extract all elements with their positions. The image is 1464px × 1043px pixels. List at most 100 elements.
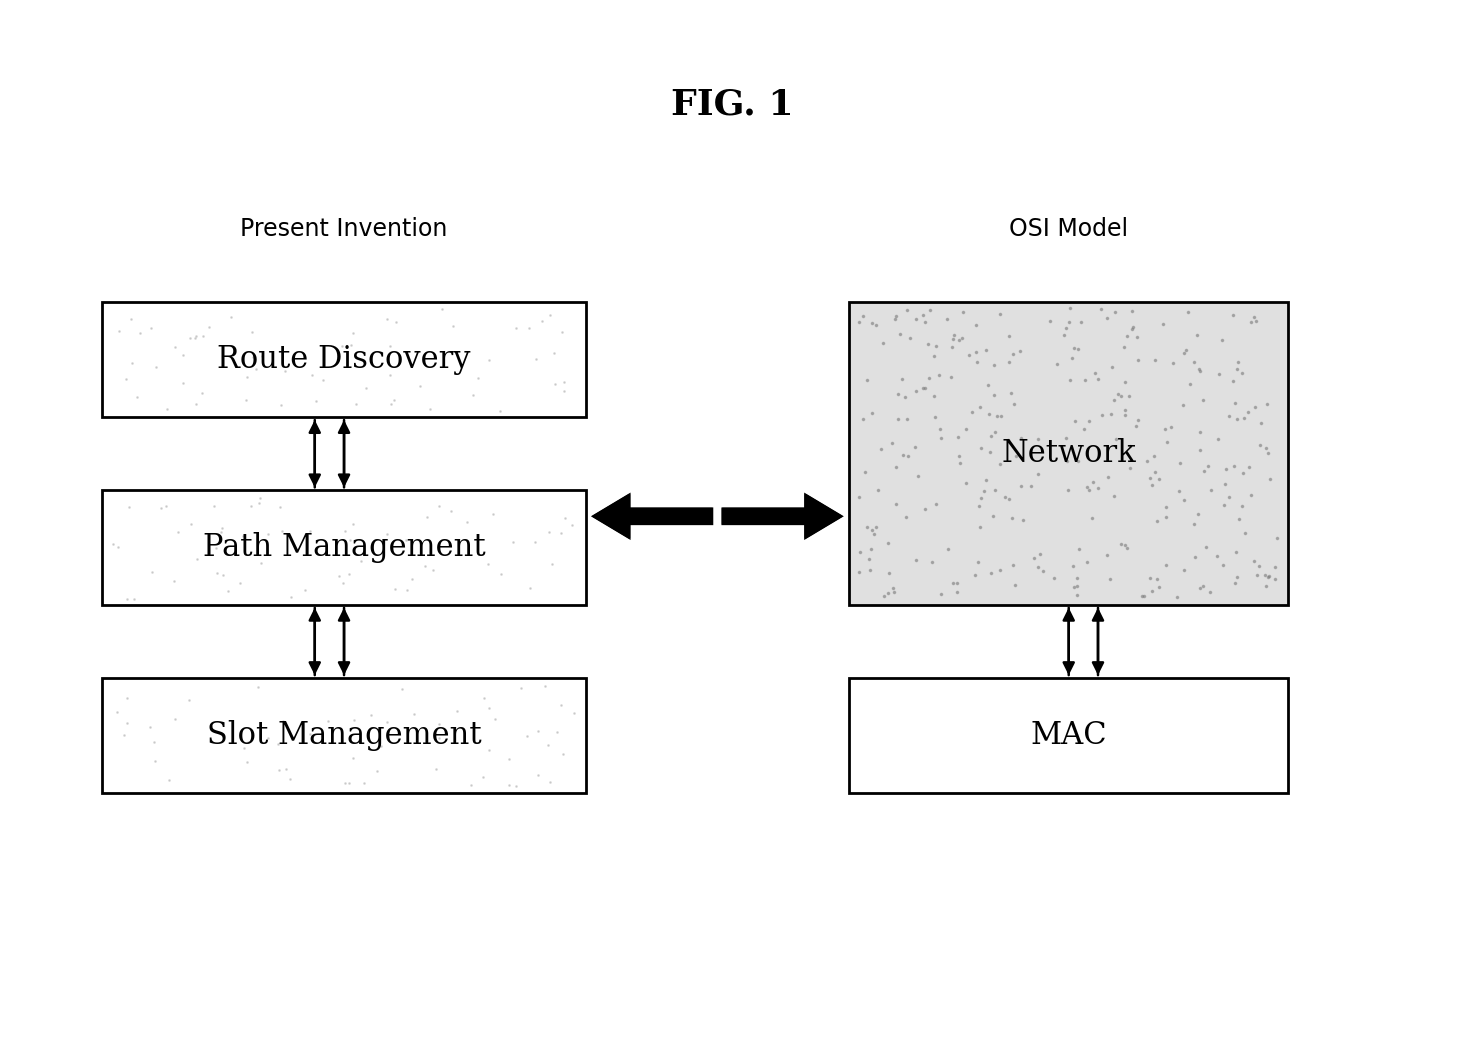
Point xyxy=(966,554,990,571)
Point xyxy=(1124,418,1148,435)
Point xyxy=(375,526,398,542)
Point xyxy=(369,737,392,754)
FancyArrow shape xyxy=(722,494,842,538)
Point xyxy=(256,730,280,747)
Point xyxy=(1120,304,1143,320)
Point xyxy=(1064,587,1088,604)
Point xyxy=(1078,482,1101,499)
Point xyxy=(1063,413,1086,430)
Point xyxy=(982,423,1006,440)
Point xyxy=(143,753,167,770)
Point xyxy=(862,526,886,542)
Point xyxy=(217,583,240,600)
Point xyxy=(408,378,432,394)
Point xyxy=(966,354,990,370)
Point xyxy=(117,499,141,515)
Point xyxy=(533,677,556,694)
Point xyxy=(1097,469,1120,486)
Point xyxy=(177,692,201,708)
Point xyxy=(1110,388,1133,405)
Point xyxy=(997,328,1020,344)
Point xyxy=(1225,568,1249,585)
Point xyxy=(1143,464,1167,481)
Point xyxy=(477,353,501,369)
Point xyxy=(126,389,149,406)
Point xyxy=(979,564,1003,581)
Point xyxy=(142,734,165,751)
Point xyxy=(527,723,550,739)
Point xyxy=(859,522,883,538)
Point xyxy=(1250,414,1274,431)
Point xyxy=(955,475,978,491)
Point xyxy=(1154,421,1177,438)
Point xyxy=(922,347,946,364)
Point xyxy=(165,524,189,540)
Point xyxy=(1249,436,1272,453)
Point xyxy=(192,328,215,344)
Point xyxy=(526,767,549,783)
Point xyxy=(498,751,521,768)
Point xyxy=(539,307,562,323)
Point xyxy=(340,337,363,354)
Point xyxy=(537,524,561,540)
Point xyxy=(916,336,940,353)
Point xyxy=(886,386,909,403)
Point xyxy=(164,710,187,727)
Point xyxy=(1217,489,1240,506)
Point xyxy=(1225,410,1249,427)
Point xyxy=(1187,580,1211,597)
Point xyxy=(1089,300,1113,317)
Point xyxy=(186,551,209,567)
Bar xyxy=(102,678,586,793)
Point xyxy=(1236,404,1259,420)
Point xyxy=(1001,395,1025,412)
Point xyxy=(539,774,562,791)
Point xyxy=(1012,511,1035,528)
Point xyxy=(905,552,928,568)
Point xyxy=(1145,571,1168,587)
Point xyxy=(1026,466,1050,483)
Point xyxy=(294,582,318,599)
Point xyxy=(988,456,1012,472)
Point xyxy=(938,369,962,386)
Point xyxy=(883,584,906,601)
Point xyxy=(911,380,934,396)
Point xyxy=(955,420,978,437)
Point xyxy=(1009,342,1032,359)
Point xyxy=(1064,571,1088,587)
FancyArrow shape xyxy=(593,494,712,538)
Point xyxy=(1080,474,1104,490)
Point xyxy=(1061,340,1085,357)
Point xyxy=(1161,355,1184,371)
Point xyxy=(489,566,512,583)
Point xyxy=(139,320,163,337)
Point xyxy=(1080,509,1104,526)
Point xyxy=(552,373,575,390)
Point xyxy=(848,489,871,506)
Point xyxy=(211,519,234,536)
Point xyxy=(968,518,991,535)
Point xyxy=(1176,304,1199,320)
Point xyxy=(1189,363,1212,380)
Point xyxy=(1110,535,1133,552)
Point xyxy=(968,499,991,515)
Point xyxy=(1241,552,1265,568)
Point xyxy=(974,341,997,358)
Point xyxy=(880,435,903,452)
Point xyxy=(1132,588,1155,605)
Point xyxy=(158,772,182,789)
Text: Slot Management: Slot Management xyxy=(206,720,482,751)
Point xyxy=(1126,412,1149,429)
Point xyxy=(344,396,367,413)
Point xyxy=(1114,536,1138,553)
Point xyxy=(1056,482,1079,499)
Point xyxy=(385,314,408,331)
Point xyxy=(1116,539,1139,556)
Point xyxy=(400,571,423,587)
Point xyxy=(1075,554,1098,571)
Point xyxy=(896,447,919,464)
Point xyxy=(864,519,887,536)
Point xyxy=(540,556,564,573)
Point xyxy=(1086,371,1110,388)
Point xyxy=(1113,339,1136,356)
